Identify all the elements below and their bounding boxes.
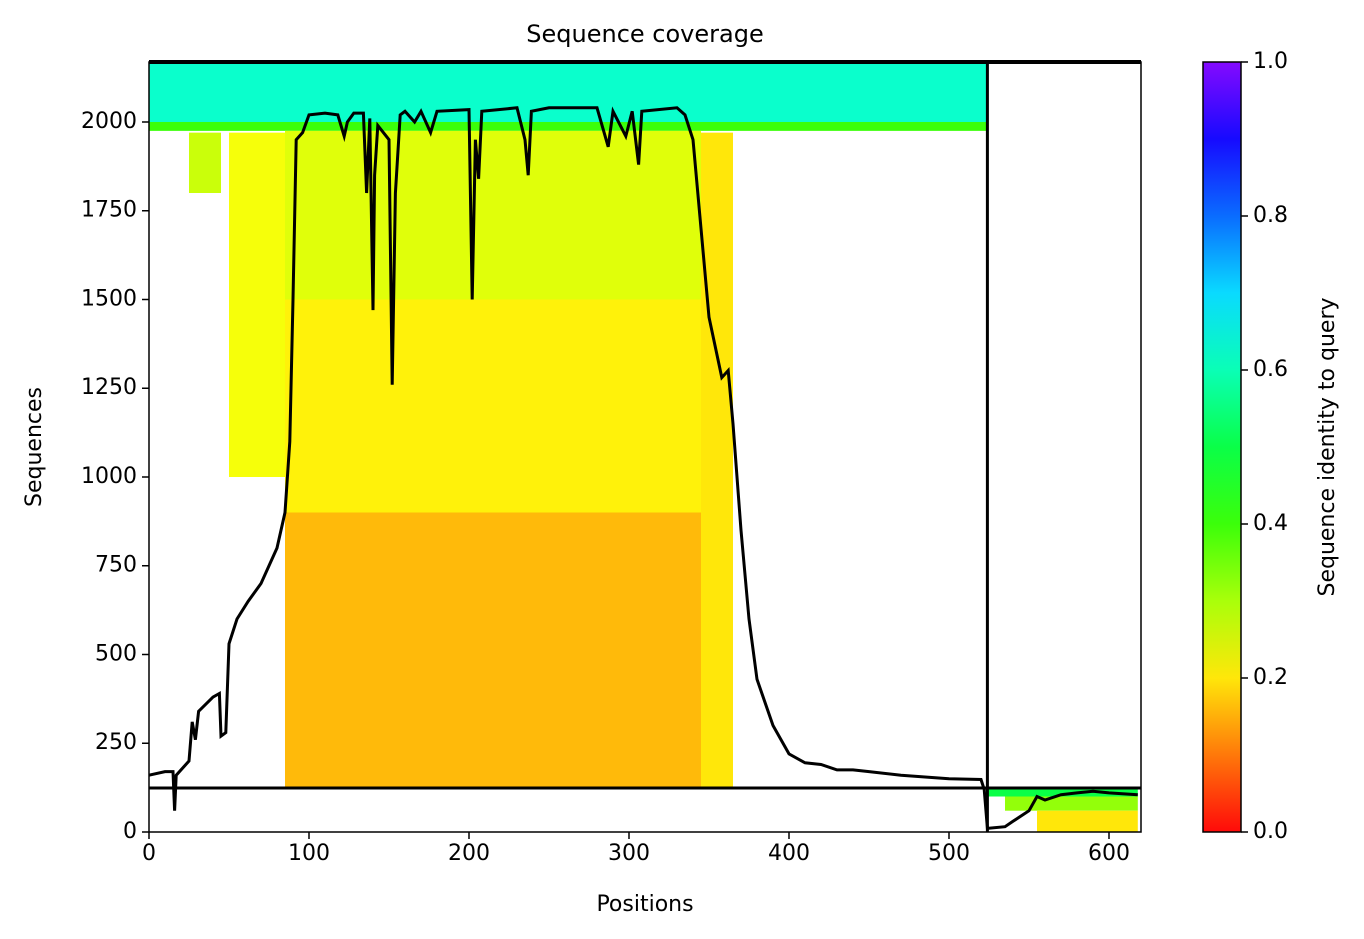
chart-title: Sequence coverage: [526, 20, 763, 48]
colorbar-tick-label: 0.8: [1253, 203, 1288, 228]
y-tick-label: 1500: [81, 286, 137, 311]
coverage-block: [189, 132, 221, 193]
y-tick-label: 1000: [81, 464, 137, 489]
x-tick-label: 100: [288, 841, 330, 866]
coverage-block: [149, 121, 988, 131]
coverage-block: [149, 62, 988, 122]
colorbar-tick-label: 0.0: [1253, 819, 1288, 844]
x-tick-label: 400: [768, 841, 810, 866]
y-tick-label: 1250: [81, 375, 137, 400]
coverage-block: [229, 132, 285, 477]
y-tick-label: 2000: [81, 109, 137, 134]
coverage-block: [987, 787, 1138, 797]
coverage-block: [701, 132, 733, 788]
y-tick-label: 250: [95, 730, 137, 755]
x-axis-label: Positions: [596, 892, 693, 917]
colorbar-tick-label: 0.2: [1253, 665, 1288, 690]
x-tick-label: 300: [608, 841, 650, 866]
y-tick-label: 0: [123, 819, 137, 844]
colorbar-label: Sequence identity to query: [1315, 297, 1340, 596]
x-tick-label: 200: [448, 841, 490, 866]
x-tick-label: 500: [928, 841, 970, 866]
coverage-line: [148, 106, 1138, 831]
y-axis-label: Sequences: [22, 387, 47, 507]
y-tick-label: 750: [95, 553, 137, 578]
y-tick-label: 500: [95, 641, 137, 666]
x-tick-label: 0: [142, 841, 156, 866]
colorbar: [1202, 61, 1242, 833]
colorbar-tick-label: 1.0: [1253, 49, 1288, 74]
coverage-block: [1037, 810, 1138, 832]
coverage-block: [285, 512, 701, 788]
colorbar-tick-label: 0.4: [1253, 511, 1288, 536]
x-tick-label: 600: [1088, 841, 1130, 866]
plot-area: [148, 62, 1141, 832]
y-tick-label: 1750: [81, 198, 137, 223]
coverage-block: [285, 299, 701, 513]
colorbar-tick-label: 0.6: [1253, 357, 1288, 382]
coverage-block: [1005, 796, 1138, 811]
coverage-block: [285, 130, 701, 300]
